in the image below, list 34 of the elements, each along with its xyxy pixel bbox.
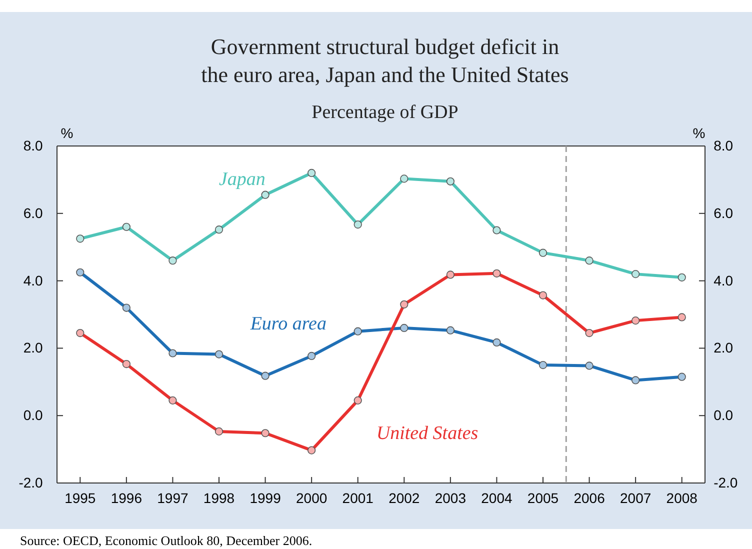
x-tick-label: 1998 <box>203 490 235 506</box>
x-tick-label: 2006 <box>574 490 606 506</box>
x-tick-label: 2007 <box>620 490 652 506</box>
series-label: Euro area <box>249 314 327 335</box>
chart-subtitle: Percentage of GDP <box>312 102 458 123</box>
series-label: United States <box>376 423 478 444</box>
x-tick-label: 2004 <box>481 490 512 506</box>
source-note: Source: OECD, Economic Outlook 80, December 2006. <box>20 533 312 548</box>
series-label: Japan <box>218 168 266 190</box>
y2-tick-label: 2.0 <box>714 340 734 356</box>
y-tick-label: 8.0 <box>23 137 44 154</box>
x-tick-label: 1997 <box>157 490 188 506</box>
y-axis-title: % <box>60 125 74 141</box>
y2-tick-label: 4.0 <box>714 272 734 288</box>
x-tick-label: 2005 <box>527 490 559 506</box>
y2-tick-label: -2.0 <box>714 474 738 490</box>
x-tick-label: 1999 <box>250 490 282 506</box>
x-tick-label: 2002 <box>388 490 420 506</box>
x-tick-label: 2008 <box>666 490 698 506</box>
y-tick-label: 4.0 <box>23 272 44 288</box>
x-tick-label: 2000 <box>296 490 328 506</box>
y-tick-label: 6.0 <box>23 204 44 221</box>
y-tick-label: -2.0 <box>18 474 44 490</box>
x-tick-label: 2001 <box>342 490 374 506</box>
y-tick-label: 0.0 <box>23 407 44 424</box>
x-tick-label: 1996 <box>110 490 142 506</box>
y2-tick-label: 8.0 <box>714 137 734 154</box>
x-tick-label: 2003 <box>434 490 466 506</box>
chart-title: Government structural budget deficit in the euro area, Japan and the United States <box>201 34 569 87</box>
y2-tick-label: 6.0 <box>714 204 734 221</box>
y2-tick-label: 0.0 <box>714 407 734 424</box>
y-tick-label: 2.0 <box>23 340 44 356</box>
y2-axis-title: % <box>692 125 706 141</box>
x-tick-label: 1995 <box>64 490 96 506</box>
